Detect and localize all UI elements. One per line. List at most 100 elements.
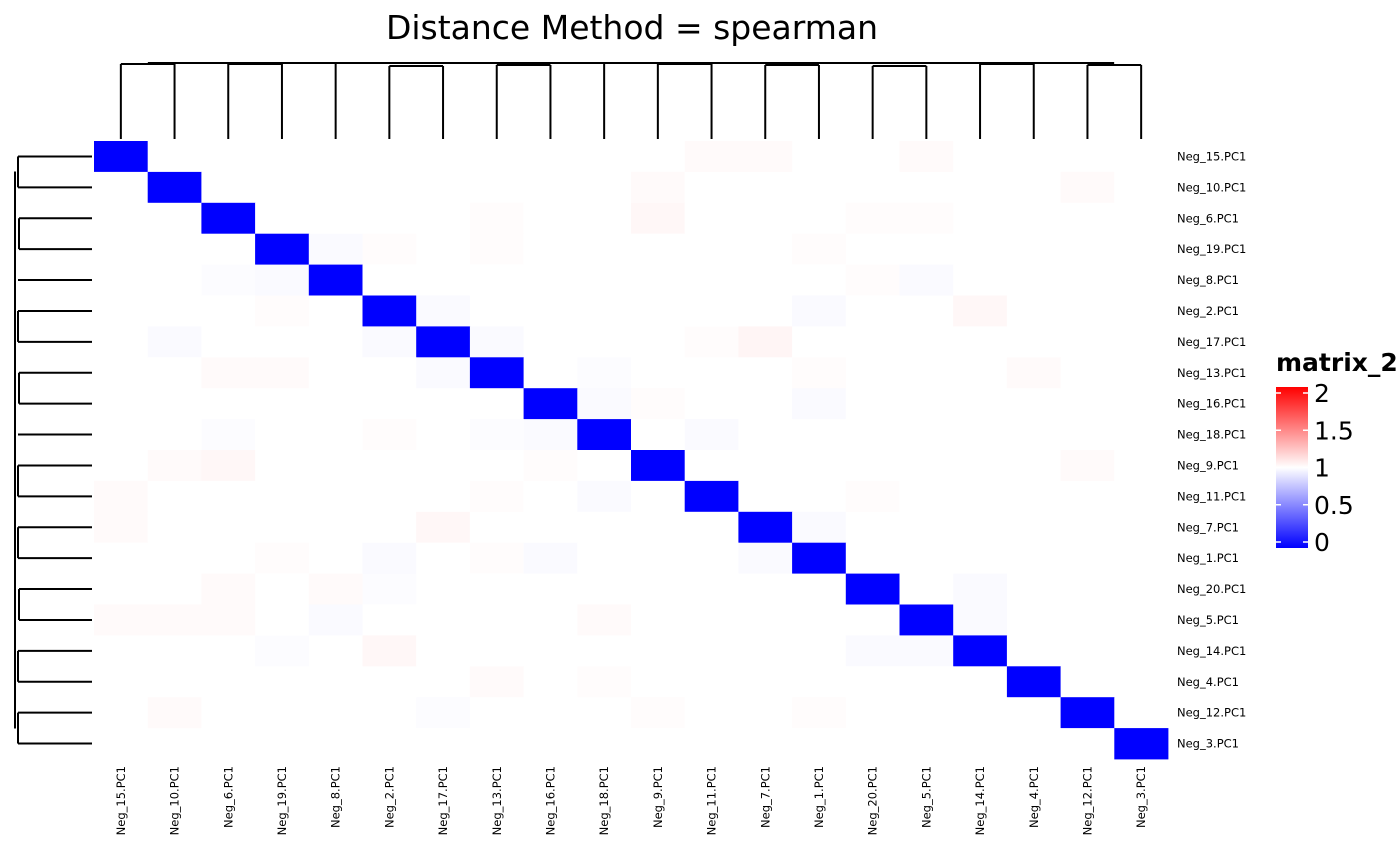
heatmap-cell xyxy=(1114,480,1169,513)
heatmap-cell xyxy=(1006,666,1061,698)
heatmap-cell xyxy=(631,480,686,513)
column-label: Neg_15.PC1 xyxy=(114,766,128,835)
heatmap-cell xyxy=(684,542,739,574)
heatmap-cell xyxy=(362,511,417,544)
heatmap-cell xyxy=(255,264,310,296)
legend-title: matrix_2 xyxy=(1276,348,1398,377)
heatmap-cell xyxy=(792,202,847,235)
heatmap-cell xyxy=(631,171,686,204)
heatmap-cell xyxy=(1114,388,1169,420)
heatmap-cell xyxy=(792,728,847,760)
heatmap-cell xyxy=(255,141,310,173)
heatmap-cell xyxy=(792,233,847,265)
row-label: Neg_5.PC1 xyxy=(1177,613,1239,627)
heatmap-cell xyxy=(523,171,578,204)
heatmap-cell xyxy=(94,295,149,327)
row-label: Neg_6.PC1 xyxy=(1177,211,1239,225)
heatmap-cell xyxy=(577,264,632,296)
heatmap-cell xyxy=(94,264,149,296)
heatmap-cell xyxy=(631,542,686,574)
heatmap-cell xyxy=(147,635,202,667)
heatmap-cell xyxy=(94,635,149,667)
heatmap-cell xyxy=(738,141,793,173)
heatmap-cell xyxy=(308,542,363,574)
heatmap-cell xyxy=(469,233,524,265)
row-label: Neg_4.PC1 xyxy=(1177,675,1239,689)
row-label: Neg_1.PC1 xyxy=(1177,551,1239,565)
heatmap-cell xyxy=(684,388,739,420)
heatmap-cell xyxy=(362,141,417,173)
heatmap-cell xyxy=(94,326,149,358)
heatmap-cell xyxy=(94,666,149,698)
heatmap-cell xyxy=(201,666,256,698)
heatmap-cell xyxy=(845,697,900,729)
heatmap-cell xyxy=(416,728,471,760)
heatmap-cell xyxy=(1114,233,1169,265)
column-label: Neg_11.PC1 xyxy=(705,766,719,835)
heatmap-cell xyxy=(308,666,363,698)
heatmap-cell xyxy=(1006,264,1061,296)
column-label: Neg_12.PC1 xyxy=(1080,766,1094,835)
heatmap-cell xyxy=(255,728,310,760)
heatmap-cell xyxy=(147,388,202,420)
heatmap-cell xyxy=(255,697,310,729)
heatmap-cell xyxy=(362,573,417,605)
heatmap-cell xyxy=(469,480,524,513)
heatmap-cell xyxy=(469,264,524,296)
heatmap-cell xyxy=(308,326,363,358)
row-label: Neg_19.PC1 xyxy=(1177,242,1246,256)
heatmap-cell xyxy=(201,388,256,420)
heatmap-cell xyxy=(201,480,256,513)
heatmap-cell xyxy=(523,295,578,327)
heatmap-cell xyxy=(201,202,256,235)
heatmap-cell xyxy=(845,573,900,605)
heatmap-cell xyxy=(684,697,739,729)
heatmap-cell xyxy=(94,604,149,636)
heatmap-cell xyxy=(792,542,847,574)
column-label: Neg_8.PC1 xyxy=(329,766,343,828)
heatmap-cell xyxy=(147,357,202,389)
heatmap-cell xyxy=(201,326,256,358)
heatmap-cell xyxy=(255,202,310,235)
heatmap-cell xyxy=(577,666,632,698)
heatmap-cell xyxy=(1060,202,1115,235)
heatmap-cell xyxy=(1060,666,1115,698)
heatmap-cell xyxy=(308,295,363,327)
heatmap-cell xyxy=(953,171,1008,204)
heatmap-cell xyxy=(1060,233,1115,265)
heatmap-cell xyxy=(147,450,202,482)
heatmap-cell xyxy=(308,728,363,760)
heatmap-cell xyxy=(1060,573,1115,605)
heatmap-cell xyxy=(899,202,954,235)
heatmap-cell xyxy=(308,480,363,513)
heatmap-cell xyxy=(899,357,954,389)
heatmap-cell xyxy=(738,171,793,204)
heatmap-cell xyxy=(1006,480,1061,513)
heatmap-cell xyxy=(577,202,632,235)
row-label: Neg_8.PC1 xyxy=(1177,273,1239,287)
column-label: Neg_13.PC1 xyxy=(490,766,504,835)
heatmap-cell xyxy=(523,480,578,513)
heatmap-cell xyxy=(255,573,310,605)
row-label: Neg_2.PC1 xyxy=(1177,304,1239,318)
heatmap-cell xyxy=(684,171,739,204)
heatmap-cell xyxy=(792,697,847,729)
heatmap-cell xyxy=(469,450,524,482)
heatmap-cell xyxy=(362,264,417,296)
row-label: Neg_16.PC1 xyxy=(1177,397,1246,411)
row-label: Neg_11.PC1 xyxy=(1177,489,1246,503)
column-label: Neg_14.PC1 xyxy=(973,766,987,835)
heatmap-cell xyxy=(308,388,363,420)
heatmap-cell xyxy=(1060,697,1115,729)
heatmap-cell xyxy=(738,233,793,265)
heatmap-cell xyxy=(201,419,256,451)
heatmap-cell xyxy=(255,388,310,420)
heatmap-cell xyxy=(1114,728,1169,760)
heatmap-cell xyxy=(469,697,524,729)
row-label: Neg_13.PC1 xyxy=(1177,366,1246,380)
heatmap-cell xyxy=(631,666,686,698)
color-legend: 0 0.5 1 1.5 2 xyxy=(1276,379,1354,557)
heatmap-cell xyxy=(953,326,1008,358)
